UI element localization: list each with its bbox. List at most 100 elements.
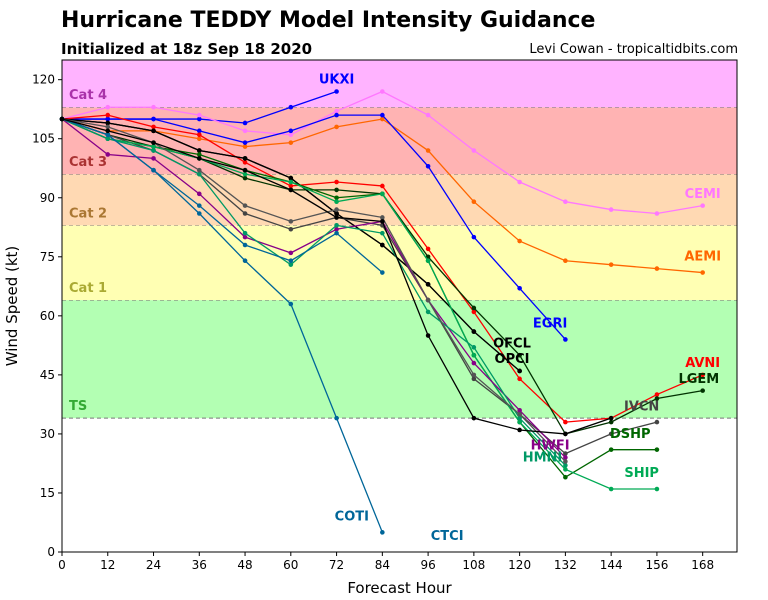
point-egri — [242, 140, 248, 145]
point-ship — [380, 191, 385, 197]
point-hmni — [334, 223, 339, 228]
point-gray1 — [242, 203, 248, 208]
y-tick-label: 0 — [47, 545, 55, 559]
point-hmni — [563, 463, 568, 468]
x-tick-label: 144 — [600, 558, 623, 572]
point-aemi — [563, 258, 568, 264]
point-cemi — [471, 148, 477, 153]
point-aemi — [196, 136, 202, 142]
point-dshp — [608, 447, 614, 452]
point-gray1 — [288, 219, 294, 224]
point-ship — [654, 486, 660, 492]
x-tick-label: 60 — [283, 558, 298, 572]
point-avni — [334, 179, 339, 185]
point-cemi — [425, 112, 431, 118]
point-gray1 — [105, 124, 111, 130]
point-cemi — [151, 104, 156, 110]
y-tick-label: 30 — [40, 427, 55, 441]
point-ship — [288, 179, 294, 185]
point-opci — [334, 211, 339, 216]
point-ship — [151, 144, 156, 149]
point-hmni — [425, 309, 431, 315]
point-lgem — [471, 305, 477, 311]
x-tick-label: 48 — [237, 558, 252, 572]
point-avni — [471, 309, 477, 315]
point-egri — [471, 234, 477, 240]
band-label-cat-4: Cat 4 — [69, 88, 107, 103]
point-hmni — [105, 136, 111, 142]
point-aemi — [700, 270, 705, 275]
point-hmni — [380, 230, 385, 236]
category-bands: TS Cat 1 Cat 2 Cat 3 Cat 4 — [62, 60, 737, 419]
point-dshp — [196, 152, 202, 157]
x-tick-label: 168 — [691, 558, 714, 572]
x-tick-label: 108 — [462, 558, 485, 572]
series-line-hwfi — [61, 118, 566, 458]
point-avni — [654, 392, 660, 397]
point-cemi — [105, 104, 111, 110]
series-label-coti: COTI — [335, 510, 369, 525]
chart-title: Hurricane TEDDY Model Intensity Guidance — [61, 8, 596, 33]
point-cemi — [608, 207, 614, 212]
point-egri — [563, 337, 568, 342]
series-label-ukxi: UKXI — [319, 73, 355, 88]
point-ukxi — [334, 89, 339, 94]
x-tick-label: 156 — [645, 558, 668, 572]
point-cemi — [563, 199, 568, 204]
point-cemi — [196, 112, 202, 118]
point-opci — [517, 368, 522, 374]
point-hmni — [471, 345, 477, 350]
point-egri — [517, 285, 522, 291]
point-ship — [563, 467, 568, 472]
point-hwfi — [563, 455, 568, 460]
point-gray1 — [334, 207, 339, 212]
point-opci — [151, 128, 156, 134]
y-tick-label: 90 — [40, 191, 55, 205]
point-ctci — [380, 530, 385, 535]
point-ship — [517, 419, 522, 425]
point-opci — [242, 156, 248, 161]
point-opci — [380, 242, 385, 248]
y-tick-label: 105 — [32, 132, 55, 146]
point-blk2 — [563, 431, 568, 437]
x-tick-label: 24 — [146, 558, 161, 572]
series-label-egri: EGRI — [533, 317, 567, 332]
point-avni — [242, 160, 248, 165]
x-tick-label: 72 — [329, 558, 344, 572]
point-cemi — [242, 128, 248, 134]
point-aemi — [242, 144, 248, 149]
point-gray1 — [425, 297, 431, 303]
point-ivcn — [471, 376, 477, 382]
point-lgem — [700, 388, 705, 393]
series-label-hmni: HMNI — [523, 450, 563, 465]
series-label-ivcn: IVCN — [624, 399, 659, 414]
point-cemi — [517, 179, 522, 185]
point-ship — [608, 486, 614, 492]
point-blk2 — [334, 215, 339, 220]
point-avni — [700, 372, 705, 378]
point-egri — [425, 163, 431, 169]
point-avni — [517, 376, 522, 382]
band-cat-4 — [62, 60, 737, 108]
point-hwfi — [471, 360, 477, 366]
band-label-cat-1: Cat 1 — [69, 281, 107, 296]
point-cemi — [654, 211, 660, 216]
point-avni — [105, 112, 111, 118]
point-blk2 — [608, 415, 614, 421]
point-opci — [196, 148, 202, 153]
band-cat-3 — [62, 107, 737, 175]
point-avni — [563, 419, 568, 425]
x-tick-label: 84 — [375, 558, 390, 572]
point-aemi — [517, 238, 522, 244]
point-opci — [425, 282, 431, 287]
point-aemi — [380, 116, 385, 122]
point-hmni — [288, 262, 294, 267]
point-ctci — [196, 211, 202, 216]
point-ship — [471, 352, 477, 358]
point-ivcn — [563, 451, 568, 456]
point-gray1 — [471, 372, 477, 378]
point-egri — [288, 128, 294, 134]
series-label-ship: SHIP — [624, 466, 659, 481]
